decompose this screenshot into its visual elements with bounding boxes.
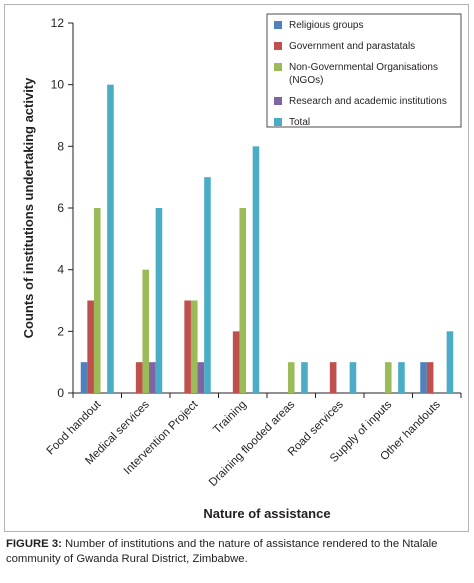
y-tick-label: 4	[57, 263, 64, 277]
bar	[142, 269, 150, 393]
bar	[446, 331, 454, 393]
legend-swatch	[274, 21, 282, 29]
bar	[398, 362, 405, 393]
bar	[252, 146, 260, 393]
y-tick-label: 12	[51, 16, 65, 30]
legend-entry: Government and parastatals	[289, 41, 415, 52]
figure-frame: 0 2 4 6 8 10 12 Food handout Medical services Int…	[4, 4, 469, 532]
legend-entry: (NGOs)	[289, 75, 323, 86]
bar	[93, 208, 101, 393]
bar	[87, 300, 94, 393]
legend-entry: Total	[289, 117, 310, 128]
bar	[80, 362, 88, 393]
legend-swatch	[274, 118, 282, 126]
legend-swatch	[274, 42, 282, 50]
bar	[329, 362, 337, 393]
legend-swatch	[274, 97, 282, 105]
bar	[155, 208, 163, 393]
bar	[301, 362, 308, 393]
legend-entry: Non-Governmental Organisations	[289, 62, 438, 73]
caption-label: FIGURE 3:	[6, 538, 62, 550]
x-axis-title: Nature of assistance	[203, 506, 330, 521]
legend-entry: Religious groups	[289, 20, 364, 31]
bar	[204, 177, 211, 393]
bar	[420, 362, 427, 393]
bar	[190, 300, 198, 393]
legend-swatch	[274, 63, 282, 71]
y-tick-label: 10	[51, 78, 65, 92]
bar	[349, 362, 357, 393]
y-tick-label: 0	[57, 386, 64, 400]
bar	[426, 362, 434, 393]
bar	[149, 362, 156, 393]
legend-entry: Research and academic institutions	[289, 96, 447, 107]
bar	[135, 362, 143, 393]
x-category-label: Training	[211, 399, 249, 437]
caption-text: Number of institutions and the nature of…	[6, 538, 438, 565]
figure-caption: FIGURE 3: Number of institutions and the…	[6, 537, 470, 567]
legend-box	[266, 13, 462, 128]
bar	[384, 362, 392, 393]
y-axis-title: Counts of institutions undertaking activ…	[21, 77, 36, 339]
y-tick-label: 6	[57, 201, 64, 215]
bar	[107, 84, 114, 394]
y-tick-label: 8	[57, 139, 64, 153]
bar	[232, 331, 240, 393]
x-category-label: Draining flooded areas	[207, 398, 297, 488]
bar	[197, 362, 205, 393]
bar	[287, 362, 295, 393]
bar	[239, 208, 247, 393]
bar	[184, 300, 191, 393]
y-tick-label: 2	[57, 324, 64, 338]
